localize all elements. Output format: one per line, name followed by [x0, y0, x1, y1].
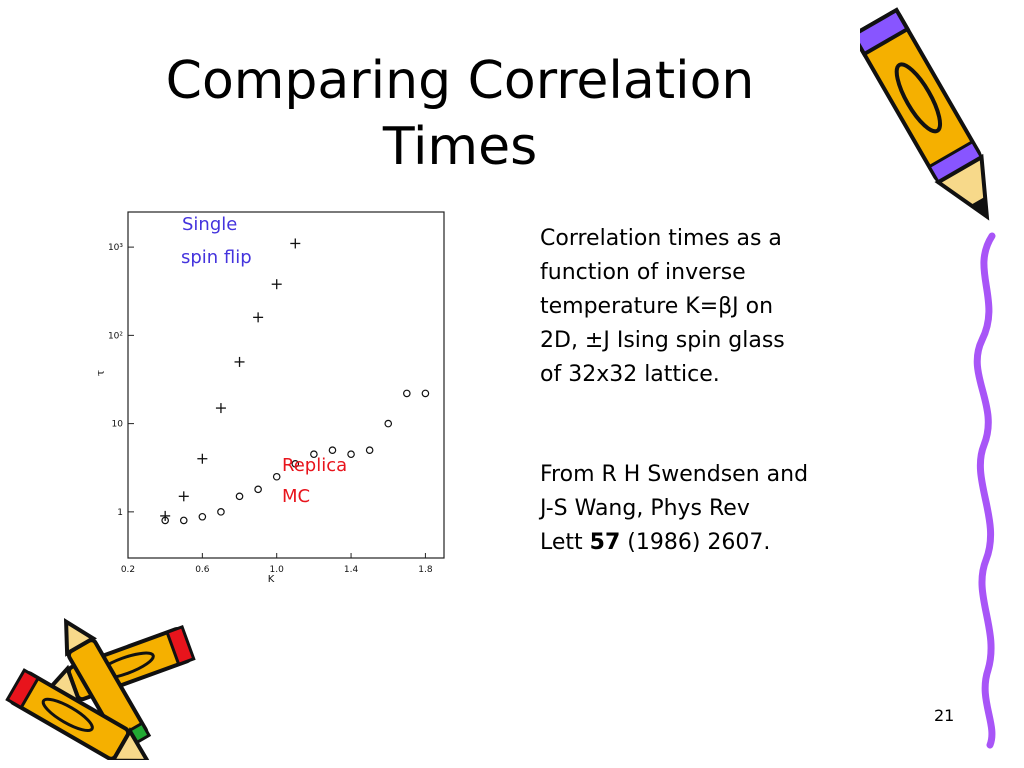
- plot-frame: [127, 211, 445, 559]
- replica-mc-point: [347, 450, 355, 459]
- replica-mc-point: [291, 460, 300, 468]
- squiggle-line-icon: [973, 232, 996, 749]
- replica-mc-point: [328, 446, 337, 454]
- y-tick-label: 10: [112, 420, 124, 430]
- replica-mc-point: [161, 516, 169, 525]
- y-axis-ticks: 1 10 10² 10³: [108, 243, 134, 518]
- single-spin-flip-series: [160, 238, 301, 521]
- caption-line-4: 2D, ±J Ising spin glass: [540, 328, 785, 353]
- source-line-1: From R H Swendsen and: [540, 462, 809, 487]
- replica-mc-label-line-1: Replica: [282, 455, 347, 476]
- caption-line-3: temperature K=βJ on: [540, 294, 774, 319]
- x-tick-label: 0.2: [121, 565, 135, 575]
- x-tick-label: 1.8: [418, 565, 433, 575]
- replica-mc-point: [179, 516, 188, 525]
- source-volume: 57: [589, 530, 621, 555]
- y-tick-label: 10³: [108, 243, 123, 253]
- correlation-time-chart: 0.2 0.6 1.0 1.4 1.8 1 10 10² 10³ K τ Single spi…: [94, 208, 456, 602]
- slide-title-line-1: Comparing Correlation: [165, 51, 755, 111]
- single-spin-flip-label-line-1: Single: [182, 214, 237, 235]
- source-line-3-suffix: (1986) 2607.: [620, 530, 771, 555]
- single-spin-flip-label-line-2: spin flip: [181, 247, 252, 268]
- slide-title-line-2: Times: [382, 117, 538, 177]
- y-axis-label: τ: [96, 370, 107, 376]
- x-tick-label: 1.4: [344, 565, 359, 575]
- replica-mc-point: [235, 492, 244, 501]
- replica-mc-point: [403, 389, 411, 398]
- source-line-3: Lett 57 (1986) 2607.: [540, 526, 880, 560]
- replica-mc-point: [272, 472, 281, 481]
- single-spin-flip-point: [290, 238, 301, 249]
- caption-line-2: function of inverse: [540, 260, 746, 285]
- replica-mc-point: [421, 389, 430, 398]
- replica-mc-series: [161, 389, 430, 525]
- single-spin-flip-point: [178, 491, 189, 502]
- y-tick-label: 10²: [108, 331, 123, 341]
- single-spin-flip-point: [234, 356, 245, 367]
- single-spin-flip-point: [197, 453, 208, 464]
- x-axis-ticks: 0.2 0.6 1.0 1.4 1.8: [121, 553, 433, 575]
- caption-line-5: of 32x32 lattice.: [540, 362, 720, 387]
- replica-mc-point: [365, 446, 374, 454]
- chart-caption: Correlation times as a function of inver…: [540, 222, 880, 560]
- replica-mc-label-line-2: MC: [282, 486, 310, 507]
- slide-title: Comparing Correlation Times: [100, 48, 820, 180]
- replica-mc-point: [384, 419, 393, 428]
- single-spin-flip-point: [215, 403, 226, 414]
- y-tick-label: 1: [117, 508, 123, 518]
- pencil-icon: [860, 7, 990, 221]
- caption-line-1: Correlation times as a: [540, 226, 782, 251]
- replica-mc-point: [198, 512, 207, 521]
- page-number: 21: [934, 706, 955, 725]
- x-tick-label: 0.6: [195, 565, 210, 575]
- single-spin-flip-point: [271, 279, 282, 290]
- single-spin-flip-point: [253, 312, 264, 323]
- chart-svg: 0.2 0.6 1.0 1.4 1.8 1 10 10² 10³ K τ Single spi…: [94, 211, 445, 585]
- replica-mc-point: [254, 485, 262, 494]
- replica-mc-point: [217, 508, 225, 516]
- x-axis-label: K: [268, 574, 275, 585]
- source-line-3-prefix: Lett: [540, 530, 590, 555]
- source-line-2: J-S Wang, Phys Rev: [540, 496, 750, 521]
- single-spin-flip-point: [160, 510, 171, 521]
- crossed-pencils-icon: [5, 617, 196, 760]
- replica-mc-point: [310, 450, 318, 459]
- x-tick-label: 1.0: [270, 565, 285, 575]
